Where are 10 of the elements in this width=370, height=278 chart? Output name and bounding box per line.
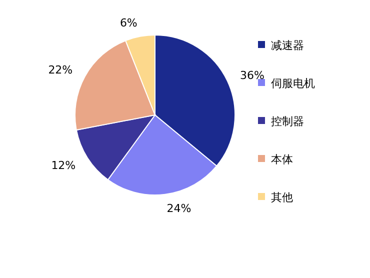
data-label: 22% xyxy=(48,64,73,77)
legend-label: 伺服电机 xyxy=(271,76,315,90)
data-label: 24% xyxy=(166,202,192,216)
data-label: 36% xyxy=(240,68,265,82)
data-label: 6% xyxy=(120,16,138,30)
legend-label: 控制器 xyxy=(271,114,304,128)
legend-label: 本体 xyxy=(271,152,293,166)
data-label: 12% xyxy=(51,159,76,172)
legend-label: 减速器 xyxy=(271,38,304,52)
legend-label: 其他 xyxy=(271,190,293,204)
